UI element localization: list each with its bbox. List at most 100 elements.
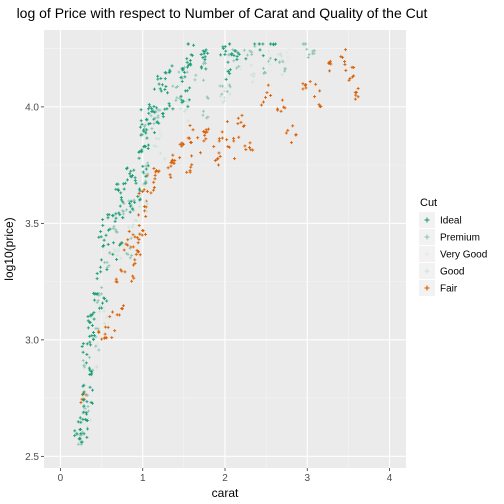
- data-point: [258, 48, 262, 52]
- legend-item-very-good: Very Good: [419, 246, 487, 262]
- data-point: [152, 188, 156, 192]
- data-point: [261, 54, 265, 58]
- data-point: [146, 164, 150, 168]
- data-point: [120, 241, 124, 245]
- data-point: [237, 135, 241, 139]
- data-point: [277, 52, 281, 56]
- data-point: [168, 104, 172, 108]
- data-point: [142, 188, 146, 192]
- data-point: [81, 342, 85, 346]
- data-point: [238, 61, 242, 65]
- data-point: [188, 124, 192, 128]
- data-point: [112, 224, 116, 228]
- data-point: [76, 442, 80, 446]
- data-point: [88, 355, 92, 359]
- data-point: [203, 61, 207, 65]
- data-point: [101, 218, 105, 222]
- data-point: [130, 231, 134, 235]
- legend-item-ideal: Ideal: [419, 212, 462, 228]
- data-point: [181, 142, 185, 146]
- data-point: [158, 87, 162, 91]
- data-point: [228, 92, 232, 96]
- data-point: [157, 121, 161, 125]
- data-point: [81, 392, 85, 396]
- data-point: [220, 130, 224, 134]
- data-point: [133, 235, 137, 239]
- data-point: [93, 346, 97, 350]
- data-point: [268, 56, 272, 60]
- data-point: [138, 125, 142, 129]
- data-point: [140, 233, 144, 237]
- data-point: [279, 109, 283, 113]
- data-point: [123, 181, 127, 185]
- data-point: [94, 326, 98, 330]
- data-point: [134, 181, 138, 185]
- data-point: [87, 366, 91, 370]
- data-point: [128, 201, 132, 205]
- data-point: [131, 245, 135, 249]
- data-point: [305, 47, 309, 51]
- data-point: [139, 119, 143, 123]
- data-point: [203, 55, 207, 59]
- data-point: [137, 156, 141, 160]
- data-point: [245, 53, 249, 57]
- y-axis-title: log10(price): [2, 217, 16, 280]
- data-point: [82, 383, 86, 387]
- data-point: [152, 122, 156, 126]
- data-point: [183, 75, 187, 79]
- data-point: [121, 182, 125, 186]
- data-point: [150, 106, 154, 110]
- data-point: [144, 174, 148, 178]
- data-point: [103, 260, 107, 264]
- data-point: [225, 120, 229, 124]
- data-point: [154, 170, 158, 174]
- data-point: [137, 150, 141, 154]
- data-point: [144, 131, 148, 135]
- data-point: [73, 429, 77, 433]
- data-point: [232, 157, 236, 161]
- data-point: [153, 173, 157, 177]
- data-point: [178, 156, 182, 160]
- data-point: [225, 90, 229, 94]
- data-point: [146, 172, 150, 176]
- data-point: [190, 154, 194, 158]
- data-point: [263, 71, 267, 75]
- data-point: [111, 226, 115, 230]
- data-point: [106, 228, 110, 232]
- data-point: [244, 57, 248, 61]
- data-point: [174, 98, 178, 102]
- data-point: [77, 437, 81, 441]
- data-point: [147, 122, 151, 126]
- data-point: [202, 52, 206, 56]
- data-point: [137, 205, 141, 209]
- data-point: [283, 106, 287, 110]
- data-point: [207, 127, 211, 131]
- data-point: [126, 243, 130, 247]
- data-point: [303, 42, 307, 46]
- data-point: [111, 252, 115, 256]
- data-point: [138, 189, 142, 193]
- data-point: [136, 241, 140, 245]
- data-point: [137, 213, 141, 217]
- data-point: [204, 48, 208, 52]
- y-axis-ticks: 2.5 3.0 3.5 4.0: [25, 102, 44, 463]
- data-point: [236, 51, 240, 55]
- data-point: [87, 320, 91, 324]
- data-point: [152, 180, 156, 184]
- data-point: [136, 195, 140, 199]
- data-point: [86, 315, 90, 319]
- data-point: [139, 179, 143, 183]
- data-point: [206, 115, 210, 119]
- data-point: [159, 129, 163, 133]
- y-tick-label: 2.5: [25, 452, 39, 463]
- data-point: [132, 199, 136, 203]
- data-point: [220, 136, 224, 140]
- data-point: [137, 224, 141, 228]
- data-point: [272, 42, 276, 46]
- data-point: [228, 68, 232, 72]
- data-point: [217, 137, 221, 141]
- data-point: [266, 49, 270, 53]
- data-point: [238, 57, 242, 61]
- data-point: [129, 236, 133, 240]
- data-point: [140, 183, 144, 187]
